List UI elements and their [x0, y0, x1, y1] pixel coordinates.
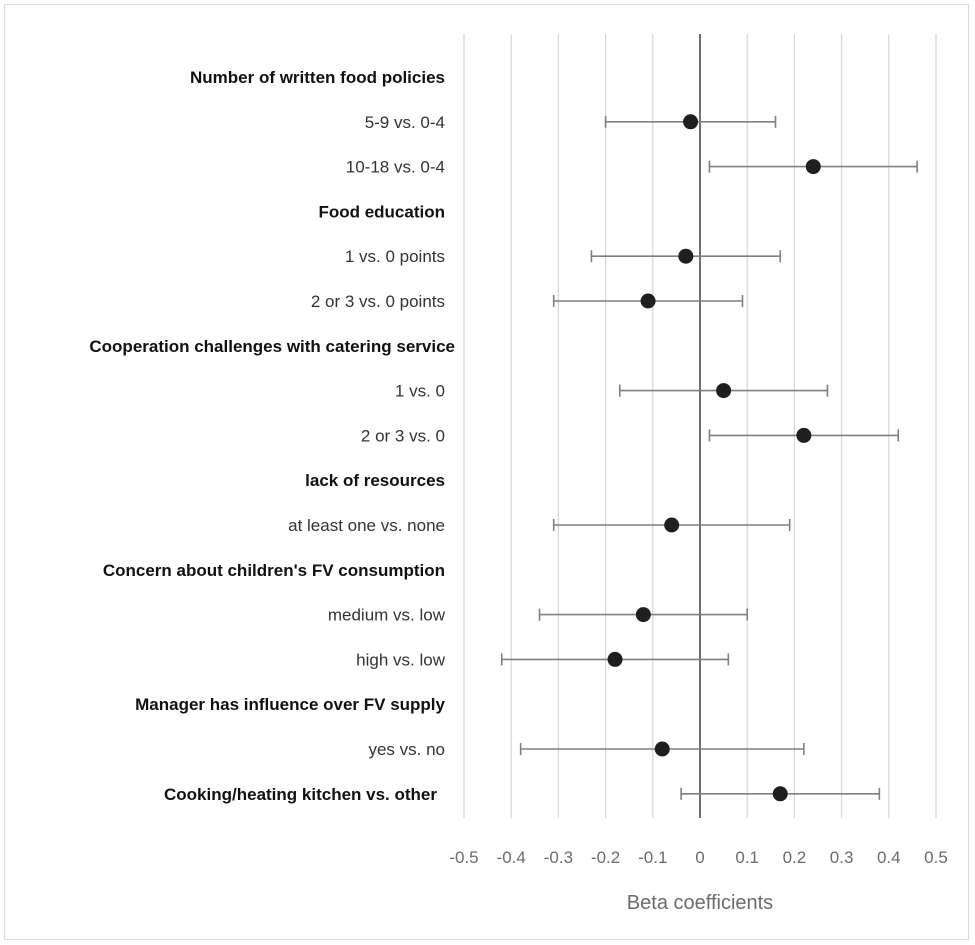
row-label: medium vs. low [328, 606, 446, 625]
row-labels: Number of written food policies 5-9 vs. 0… [86, 68, 458, 804]
point-estimate-marker [678, 248, 694, 264]
point-estimate-marker [805, 159, 821, 175]
point-estimate-marker [716, 383, 732, 399]
group-header-label: lack of resources [305, 471, 445, 490]
row-label: 2 or 3 vs. 0 points [311, 292, 445, 311]
point-estimate-marker [607, 651, 623, 667]
row-label: 5-9 vs. 0-4 [365, 113, 445, 132]
row-label: at least one vs. none [288, 516, 445, 535]
group-header-label: Food education [318, 202, 445, 221]
point-estimate-marker [772, 786, 788, 802]
error-bars [500, 115, 918, 800]
row-label: 1 vs. 0 [395, 382, 445, 401]
group-header-label: Manager has influence over FV supply [135, 695, 445, 714]
chart-frame [4, 4, 969, 940]
x-tick-labels: -0.5 -0.4 -0.3 -0.2 -0.1 0 0.1 0.2 0.3 0.4 0.5 [449, 848, 947, 867]
group-header-label: Number of written food policies [190, 68, 445, 87]
point-estimate-marker [664, 517, 680, 533]
row-label: 2 or 3 vs. 0 [361, 426, 445, 445]
x-tick-label: 0.5 [924, 848, 948, 867]
group-header-label: Cooking/heating kitchen vs. other [164, 785, 437, 804]
x-tick-label: -0.1 [638, 848, 667, 867]
x-axis-title: Beta coefficients [627, 892, 773, 914]
x-tick-label: -0.5 [449, 848, 478, 867]
point-estimate-marker [640, 293, 656, 309]
point-estimates [607, 114, 821, 802]
x-tick-label: 0.2 [783, 848, 807, 867]
x-tick-label: 0.4 [877, 848, 901, 867]
row-label: 1 vs. 0 points [345, 247, 445, 266]
row-label: 10-18 vs. 0-4 [346, 158, 445, 177]
point-estimate-marker [683, 114, 699, 130]
point-estimate-marker [635, 607, 651, 623]
row-label: high vs. low [356, 650, 446, 669]
x-tick-label: -0.2 [591, 848, 620, 867]
x-tick-label: 0.3 [830, 848, 854, 867]
x-tick-label: 0.1 [735, 848, 759, 867]
point-estimate-marker [654, 741, 670, 757]
row-label: yes vs. no [368, 740, 445, 759]
gridlines [463, 34, 937, 818]
group-header-label: Concern about children's FV consumption [103, 561, 445, 580]
group-header-label: Cooperation challenges with catering ser… [89, 337, 455, 356]
point-estimate-marker [796, 427, 812, 443]
x-tick-label: 0 [695, 848, 704, 867]
x-tick-label: -0.3 [544, 848, 573, 867]
x-tick-label: -0.4 [497, 848, 526, 867]
header-label-background [86, 335, 458, 357]
